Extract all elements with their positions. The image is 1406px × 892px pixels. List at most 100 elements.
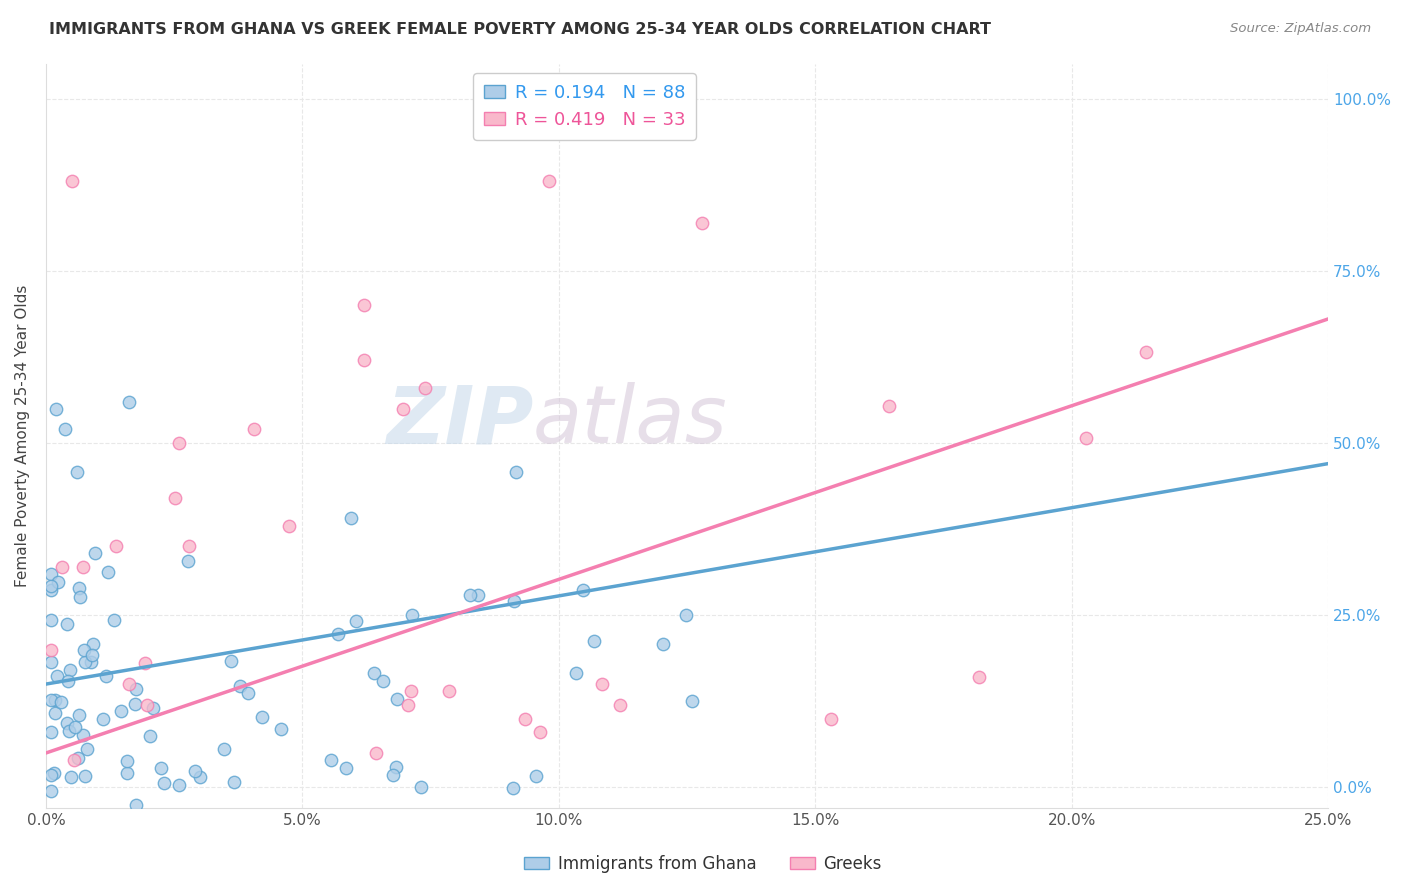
Point	[110, 705, 132, 719]
Point	[76, 742, 98, 756]
Point	[44, 693, 66, 707]
Point	[252, 710, 274, 724]
Point	[67, 708, 90, 723]
Point	[125, 682, 148, 697]
Point	[42, 766, 65, 780]
Point	[39, 566, 62, 581]
Point	[877, 399, 900, 413]
Point	[58, 723, 80, 738]
Point	[1076, 431, 1098, 445]
Point	[117, 766, 139, 780]
Point	[45, 668, 67, 682]
Point	[96, 669, 118, 683]
Point	[179, 539, 201, 553]
Point	[167, 778, 190, 792]
Point	[136, 698, 159, 712]
Point	[139, 729, 162, 743]
Point	[56, 674, 79, 689]
Point	[381, 768, 404, 782]
Point	[319, 753, 342, 767]
Point	[238, 686, 260, 700]
Point	[363, 666, 385, 681]
Point	[103, 613, 125, 627]
Point	[591, 677, 613, 691]
Point	[51, 695, 73, 709]
Point	[190, 770, 212, 784]
Point	[401, 684, 423, 698]
Point	[326, 627, 349, 641]
Point	[56, 616, 79, 631]
Point	[67, 581, 90, 595]
Point	[385, 760, 408, 774]
Legend: R = 0.194   N = 88, R = 0.419   N = 33: R = 0.194 N = 88, R = 0.419 N = 33	[472, 73, 696, 140]
Point	[335, 761, 357, 775]
Point	[69, 590, 91, 604]
Point	[820, 712, 842, 726]
Point	[60, 174, 83, 188]
Point	[142, 700, 165, 714]
Point	[84, 546, 107, 560]
Point	[339, 511, 361, 525]
Point	[537, 174, 560, 188]
Point	[41, 642, 63, 657]
Point	[72, 560, 94, 574]
Point	[163, 491, 186, 505]
Point	[45, 401, 67, 416]
Point	[177, 554, 200, 568]
Point	[75, 655, 97, 669]
Point	[692, 215, 714, 229]
Point	[437, 684, 460, 698]
Point	[1135, 345, 1157, 359]
Point	[652, 637, 675, 651]
Point	[124, 697, 146, 711]
Point	[184, 764, 207, 778]
Point	[391, 401, 413, 416]
Legend: Immigrants from Ghana, Greeks: Immigrants from Ghana, Greeks	[517, 848, 889, 880]
Point	[97, 565, 120, 579]
Point	[401, 608, 423, 623]
Point	[385, 692, 408, 706]
Point	[529, 725, 551, 739]
Point	[82, 637, 104, 651]
Point	[67, 751, 90, 765]
Point	[571, 583, 593, 598]
Point	[609, 698, 631, 712]
Point	[411, 780, 433, 794]
Point	[396, 698, 419, 712]
Point	[41, 768, 63, 782]
Point	[228, 679, 250, 693]
Point	[118, 677, 141, 691]
Point	[53, 422, 76, 436]
Point	[118, 394, 141, 409]
Point	[675, 607, 697, 622]
Point	[219, 654, 242, 668]
Point	[212, 741, 235, 756]
Point	[524, 769, 547, 783]
Point	[73, 769, 96, 783]
Point	[502, 594, 524, 608]
Point	[458, 588, 481, 602]
Text: IMMIGRANTS FROM GHANA VS GREEK FEMALE POVERTY AMONG 25-34 YEAR OLDS CORRELATION : IMMIGRANTS FROM GHANA VS GREEK FEMALE PO…	[49, 22, 991, 37]
Point	[60, 770, 83, 784]
Point	[242, 422, 264, 436]
Point	[967, 670, 990, 684]
Point	[80, 655, 103, 669]
Point	[134, 657, 156, 671]
Point	[72, 728, 94, 742]
Point	[125, 797, 148, 812]
Point	[467, 588, 489, 602]
Point	[39, 582, 62, 597]
Point	[55, 716, 77, 731]
Point	[513, 712, 536, 726]
Point	[44, 706, 66, 721]
Point	[46, 574, 69, 589]
Point	[565, 665, 588, 680]
Point	[278, 518, 301, 533]
Point	[150, 761, 173, 775]
Point	[344, 614, 367, 628]
Point	[366, 746, 388, 760]
Point	[80, 648, 103, 663]
Point	[270, 722, 292, 736]
Point	[681, 694, 703, 708]
Point	[39, 655, 62, 669]
